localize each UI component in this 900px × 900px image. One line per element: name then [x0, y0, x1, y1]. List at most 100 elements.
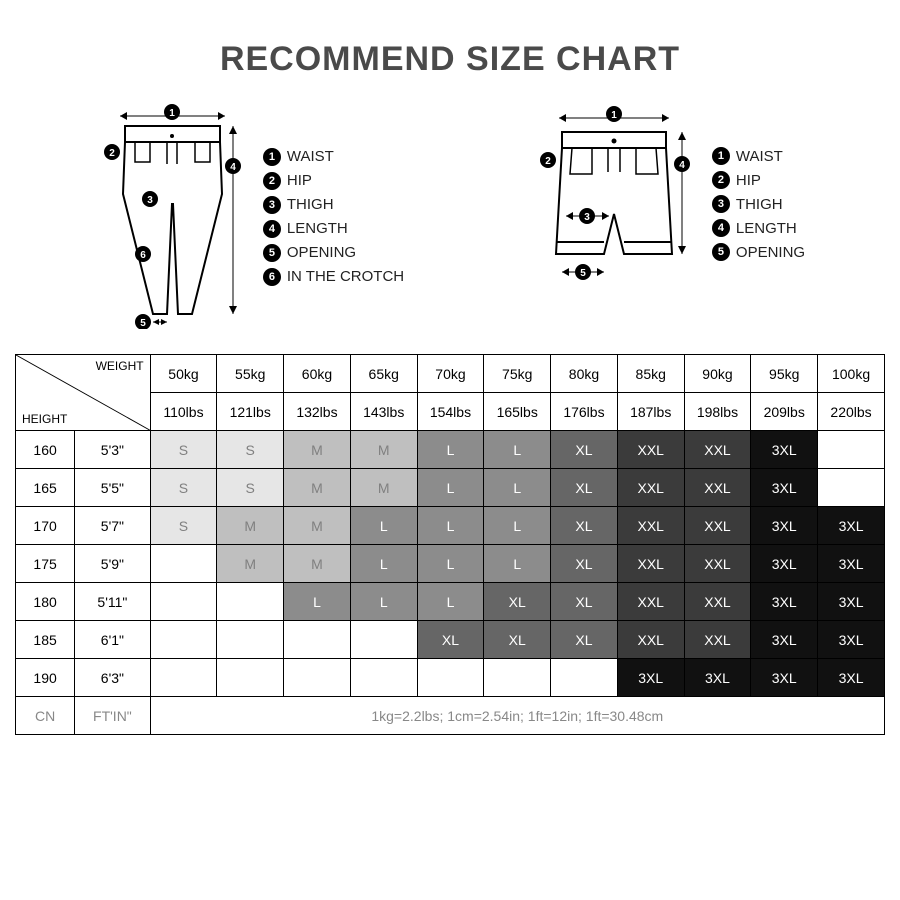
svg-text:1: 1 — [169, 108, 175, 119]
legend-label: OPENING — [287, 244, 356, 261]
size-cell: L — [484, 469, 551, 507]
height-cn: 175 — [16, 545, 75, 583]
size-cell: XL — [551, 431, 618, 469]
size-cell: M — [284, 431, 351, 469]
pants-legend: 1WAIST2HIP3THIGH4LENGTH5OPENING6IN THE C… — [263, 148, 404, 286]
size-cell: 3XL — [818, 507, 885, 545]
weight-kg-header: 80kg — [551, 355, 618, 393]
legend-number-icon: 2 — [263, 172, 281, 190]
height-cn: 160 — [16, 431, 75, 469]
height-ft: 5'5" — [75, 469, 150, 507]
weight-kg-header: 75kg — [484, 355, 551, 393]
legend-item: 2 HIP — [263, 172, 404, 190]
svg-text:5: 5 — [580, 268, 586, 279]
size-cell: XL — [551, 507, 618, 545]
svg-text:6: 6 — [140, 250, 146, 261]
legend-label: HIP — [736, 172, 761, 189]
size-cell: M — [350, 431, 417, 469]
size-cell: 3XL — [751, 545, 818, 583]
height-ft: 5'9" — [75, 545, 150, 583]
size-cell: L — [417, 469, 484, 507]
size-cell — [551, 659, 618, 697]
legend-label: HIP — [287, 172, 312, 189]
size-cell: 3XL — [818, 545, 885, 583]
legend-number-icon: 3 — [263, 196, 281, 214]
chart-title: RECOMMEND SIZE CHART — [10, 40, 890, 79]
legend-item: 5OPENING — [712, 243, 805, 261]
size-cell — [217, 621, 284, 659]
pants-block: 1 2 3 4 5 6 1WAIST2HIP3THIGH4LENGTH5OPEN… — [95, 104, 404, 329]
size-cell: L — [484, 507, 551, 545]
size-cell — [350, 659, 417, 697]
weight-lbs-header: 220lbs — [818, 393, 885, 431]
weight-lbs-header: 132lbs — [284, 393, 351, 431]
size-cell: S — [217, 431, 284, 469]
size-cell: 3XL — [617, 659, 684, 697]
weight-lbs-header: 110lbs — [150, 393, 217, 431]
svg-text:3: 3 — [147, 195, 153, 206]
size-cell — [818, 431, 885, 469]
footer-note: 1kg=2.2lbs; 1cm=2.54in; 1ft=12in; 1ft=30… — [150, 697, 884, 735]
size-cell: XXL — [684, 507, 751, 545]
height-cn: 165 — [16, 469, 75, 507]
legend-number-icon: 2 — [712, 171, 730, 189]
weight-kg-header: 90kg — [684, 355, 751, 393]
legend-number-icon: 5 — [263, 244, 281, 262]
size-cell — [150, 583, 217, 621]
size-cell: 3XL — [751, 659, 818, 697]
size-cell: 3XL — [751, 583, 818, 621]
size-cell — [150, 659, 217, 697]
legend-label: WAIST — [287, 148, 334, 165]
size-cell: S — [150, 507, 217, 545]
size-cell: XXL — [617, 545, 684, 583]
legend-label: IN THE CROTCH — [287, 268, 404, 285]
shorts-diagram: 1 2 3 4 5 — [534, 104, 694, 304]
corner-weight-label: WEIGHT — [96, 359, 144, 373]
size-cell — [350, 621, 417, 659]
size-cell: 3XL — [751, 507, 818, 545]
size-cell: XXL — [617, 507, 684, 545]
weight-lbs-header: 154lbs — [417, 393, 484, 431]
size-cell: XL — [551, 469, 618, 507]
legend-number-icon: 4 — [263, 220, 281, 238]
legend-label: THIGH — [736, 196, 783, 213]
size-table: WEIGHTHEIGHT50kg55kg60kg65kg70kg75kg80kg… — [15, 354, 885, 735]
size-cell: M — [284, 507, 351, 545]
weight-lbs-header: 143lbs — [350, 393, 417, 431]
size-cell: 3XL — [751, 621, 818, 659]
weight-kg-header: 85kg — [617, 355, 684, 393]
legend-label: OPENING — [736, 244, 805, 261]
height-ft: 6'1" — [75, 621, 150, 659]
weight-kg-header: 100kg — [818, 355, 885, 393]
size-cell: M — [217, 545, 284, 583]
footer-ft-label: FT'IN" — [75, 697, 150, 735]
pants-diagram: 1 2 3 4 5 6 — [95, 104, 245, 329]
size-cell: XXL — [684, 431, 751, 469]
weight-lbs-header: 198lbs — [684, 393, 751, 431]
height-ft: 6'3" — [75, 659, 150, 697]
size-cell: S — [217, 469, 284, 507]
size-cell — [150, 545, 217, 583]
size-cell: XL — [551, 583, 618, 621]
size-cell — [217, 659, 284, 697]
size-cell: L — [417, 583, 484, 621]
size-cell: L — [417, 507, 484, 545]
height-ft: 5'11" — [75, 583, 150, 621]
weight-kg-header: 60kg — [284, 355, 351, 393]
size-cell: 3XL — [818, 659, 885, 697]
size-cell: L — [484, 545, 551, 583]
legend-label: THIGH — [287, 196, 334, 213]
size-cell: S — [150, 431, 217, 469]
size-cell — [284, 659, 351, 697]
svg-text:4: 4 — [230, 162, 236, 173]
corner-height-label: HEIGHT — [22, 412, 67, 426]
size-cell: 3XL — [818, 621, 885, 659]
size-cell: 3XL — [751, 431, 818, 469]
legend-label: LENGTH — [736, 220, 797, 237]
legend-item: 4LENGTH — [712, 219, 805, 237]
weight-kg-header: 55kg — [217, 355, 284, 393]
size-cell: S — [150, 469, 217, 507]
legend-label: WAIST — [736, 148, 783, 165]
height-ft: 5'7" — [75, 507, 150, 545]
size-cell: 3XL — [751, 469, 818, 507]
